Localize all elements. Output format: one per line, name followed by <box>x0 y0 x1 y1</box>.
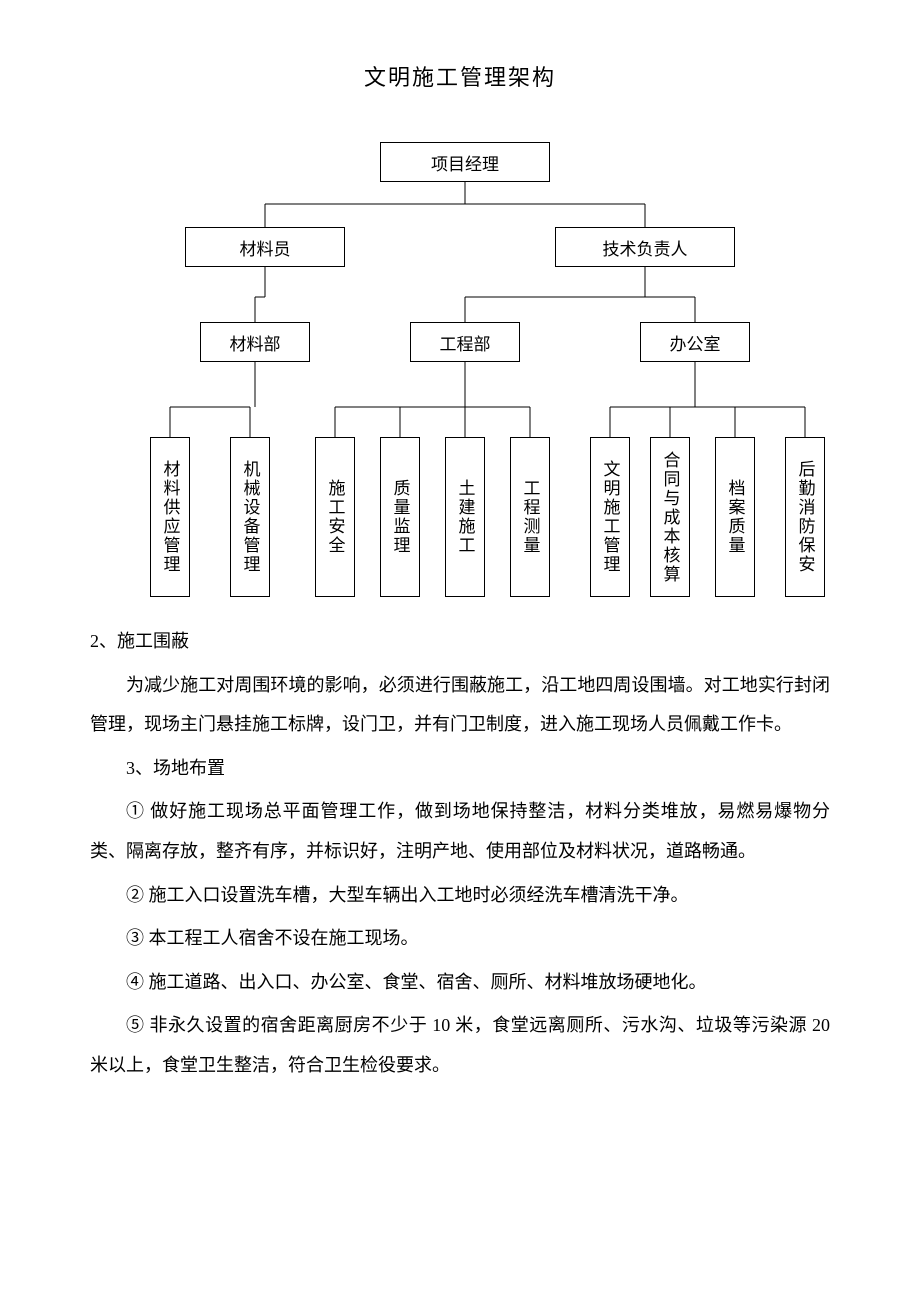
node-materials-dept: 材料部 <box>200 322 310 362</box>
node-engineering-dept: 工程部 <box>410 322 520 362</box>
leaf-equipment-mgmt: 机械设备管理 <box>230 437 270 597</box>
leaf-civil-construction: 土建施工 <box>445 437 485 597</box>
leaf-civilized-construction: 文明施工管理 <box>590 437 630 597</box>
leaf-archive-quality: 档案质量 <box>715 437 755 597</box>
section-3-item-3: ③ 本工程工人宿舍不设在施工现场。 <box>90 919 830 959</box>
leaf-logistics-security: 后勤消防保安 <box>785 437 825 597</box>
node-project-manager: 项目经理 <box>380 142 550 182</box>
section-3-item-1: ① 做好施工现场总平面管理工作，做到场地保持整洁，材料分类堆放，易燃易爆物分类、… <box>90 792 830 871</box>
leaf-construction-safety: 施工安全 <box>315 437 355 597</box>
document-body: 2、施工围蔽 为减少施工对周围环境的影响，必须进行围蔽施工，沿工地四周设围墙。对… <box>90 622 830 1086</box>
leaf-quality-supervision: 质量监理 <box>380 437 420 597</box>
leaf-material-supply: 材料供应管理 <box>150 437 190 597</box>
leaf-engineering-survey: 工程测量 <box>510 437 550 597</box>
section-3-heading: 3、场地布置 <box>90 749 830 789</box>
section-3-item-5: ⑤ 非永久设置的宿舍距离厨房不少于 10 米，食堂远离厕所、污水沟、垃圾等污染源… <box>90 1006 830 1085</box>
section-2-heading: 2、施工围蔽 <box>90 622 830 662</box>
node-materials-personnel: 材料员 <box>185 227 345 267</box>
leaf-contract-cost: 合同与成本核算 <box>650 437 690 597</box>
section-3-item-4: ④ 施工道路、出入口、办公室、食堂、宿舍、厕所、材料堆放场硬地化。 <box>90 963 830 1003</box>
node-office: 办公室 <box>640 322 750 362</box>
node-tech-lead: 技术负责人 <box>555 227 735 267</box>
org-chart: 项目经理 材料员 技术负责人 材料部 工程部 办公室 材料供应管理 机械设备管理… <box>90 112 830 602</box>
section-3-item-2: ② 施工入口设置洗车槽，大型车辆出入工地时必须经洗车槽清洗干净。 <box>90 876 830 916</box>
section-2-paragraph: 为减少施工对周围环境的影响，必须进行围蔽施工，沿工地四周设围墙。对工地实行封闭管… <box>90 666 830 745</box>
page-title: 文明施工管理架构 <box>90 60 830 92</box>
